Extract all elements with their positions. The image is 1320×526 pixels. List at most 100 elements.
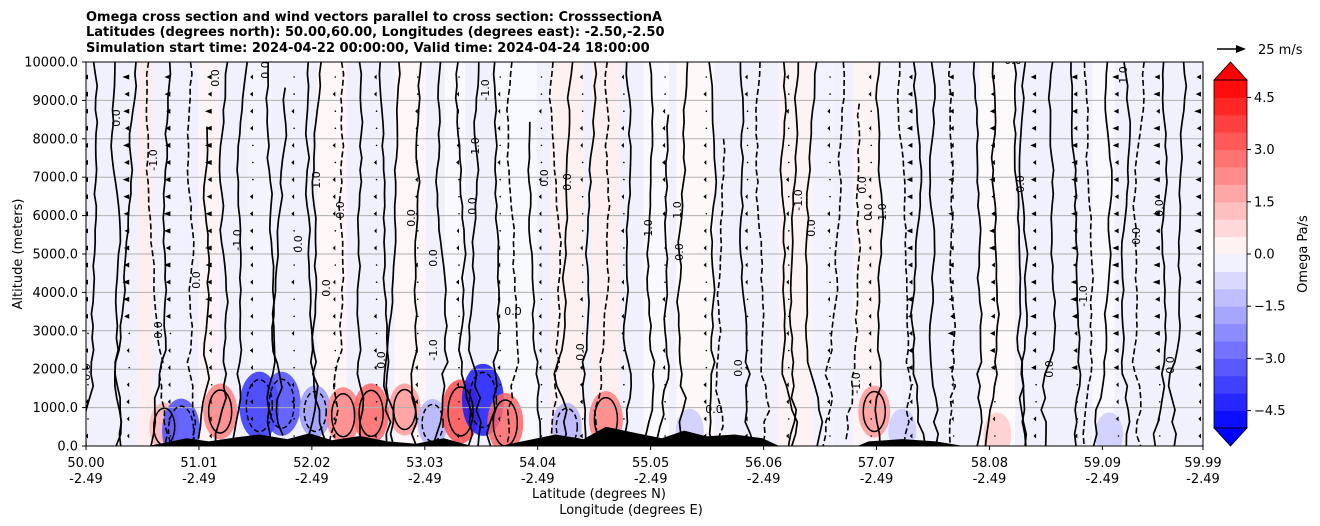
contour-line bbox=[972, 62, 983, 446]
wind-vector bbox=[204, 160, 212, 165]
wind-vector bbox=[1197, 296, 1201, 302]
wind-vector bbox=[1196, 74, 1201, 80]
wind-vector bbox=[1153, 91, 1160, 97]
wind-vector bbox=[540, 127, 543, 130]
wind-vector bbox=[991, 211, 995, 217]
wind-vector bbox=[664, 247, 666, 249]
wind-vector bbox=[334, 264, 337, 266]
wind-vector bbox=[458, 401, 460, 403]
wind-vector bbox=[205, 125, 212, 131]
wind-vector bbox=[1153, 262, 1160, 268]
wind-vector bbox=[621, 125, 624, 131]
wind-vector bbox=[1197, 160, 1201, 165]
wind-vector bbox=[499, 332, 502, 335]
wind-vector bbox=[621, 142, 624, 148]
wind-vector bbox=[906, 296, 913, 302]
wind-vector bbox=[86, 125, 88, 131]
wind-vector bbox=[829, 178, 831, 181]
wind-vector bbox=[291, 211, 295, 217]
wind-vector bbox=[1071, 313, 1078, 319]
wind-vector bbox=[1113, 177, 1119, 183]
contour-cell bbox=[167, 405, 195, 446]
wind-vector bbox=[988, 245, 995, 251]
wind-vector bbox=[664, 195, 666, 198]
wind-vector bbox=[991, 160, 995, 165]
colorbar-segment bbox=[1214, 114, 1247, 133]
wind-vector bbox=[868, 313, 872, 319]
wind-vector bbox=[458, 76, 460, 78]
wind-vector bbox=[163, 262, 171, 268]
wind-vector bbox=[664, 93, 666, 95]
x-tick-label-lat: 54.04 bbox=[519, 456, 556, 471]
wind-vector bbox=[581, 110, 584, 112]
wind-vector bbox=[829, 435, 831, 437]
colorbar-segment bbox=[1214, 341, 1247, 359]
wind-vector bbox=[86, 279, 88, 285]
wind-vector bbox=[868, 245, 872, 251]
wind-vector bbox=[250, 313, 253, 319]
wind-vector bbox=[744, 74, 748, 80]
wind-vector bbox=[948, 74, 954, 80]
wind-vector bbox=[623, 161, 625, 164]
colorbar-segment bbox=[1214, 236, 1247, 255]
wind-vector bbox=[497, 365, 501, 371]
wind-vector bbox=[373, 348, 377, 353]
contour-line bbox=[676, 62, 689, 446]
contour-label: 1.0 bbox=[1117, 66, 1130, 84]
wind-vector bbox=[499, 144, 502, 147]
wind-vector bbox=[664, 401, 666, 403]
contour-label: 0.0 bbox=[320, 279, 333, 297]
wind-vector bbox=[787, 418, 790, 420]
wind-vector bbox=[332, 142, 336, 148]
wind-vector bbox=[787, 127, 790, 130]
wind-vector bbox=[250, 382, 253, 388]
wind-vector bbox=[293, 435, 295, 437]
contour-line bbox=[271, 87, 288, 436]
wind-vector bbox=[829, 195, 831, 198]
wind-vector bbox=[250, 108, 253, 114]
wind-vector bbox=[1158, 383, 1161, 386]
wind-vector bbox=[787, 264, 790, 266]
wind-vector bbox=[621, 296, 624, 302]
wind-vector bbox=[950, 245, 954, 251]
wind-vector bbox=[375, 264, 378, 266]
contour-label: 0.0 bbox=[862, 203, 875, 221]
wind-vector bbox=[703, 399, 707, 405]
wind-vector bbox=[745, 279, 748, 285]
wind-vector bbox=[87, 418, 89, 420]
wind-vector bbox=[334, 230, 337, 232]
contour-line bbox=[1040, 62, 1057, 446]
contour-label: 0.0 bbox=[673, 243, 686, 261]
wind-vector bbox=[373, 91, 377, 97]
wind-vector bbox=[164, 74, 171, 80]
wind-vector bbox=[375, 144, 378, 147]
wind-vector bbox=[497, 245, 501, 251]
wind-vector bbox=[373, 313, 377, 319]
wind-vector bbox=[124, 160, 130, 165]
wind-vector bbox=[456, 296, 459, 302]
wind-vector bbox=[581, 315, 584, 318]
wind-vector bbox=[664, 383, 666, 386]
wind-vector bbox=[540, 383, 543, 386]
wind-vector bbox=[538, 228, 542, 234]
x-tick-label-lat: 53.03 bbox=[406, 456, 443, 471]
wind-vector bbox=[416, 315, 419, 318]
wind-vector bbox=[1033, 416, 1037, 422]
contour-line bbox=[1152, 62, 1168, 446]
wind-vector bbox=[827, 296, 830, 302]
wind-vector bbox=[1154, 313, 1160, 319]
wind-vector bbox=[664, 332, 666, 335]
wind-vector bbox=[664, 76, 666, 78]
wind-vector bbox=[868, 177, 872, 183]
wind-vector bbox=[829, 332, 831, 335]
wind-vector bbox=[746, 110, 749, 112]
wind-vector bbox=[827, 142, 830, 148]
wind-vector bbox=[122, 177, 130, 183]
contour-label: 0.0 bbox=[80, 363, 93, 381]
wind-vector bbox=[1032, 91, 1037, 97]
wind-vector bbox=[581, 230, 584, 232]
wind-vector bbox=[499, 435, 502, 437]
contour-cell bbox=[303, 390, 327, 433]
contour-line bbox=[1167, 62, 1188, 446]
wind-vector bbox=[86, 365, 88, 371]
